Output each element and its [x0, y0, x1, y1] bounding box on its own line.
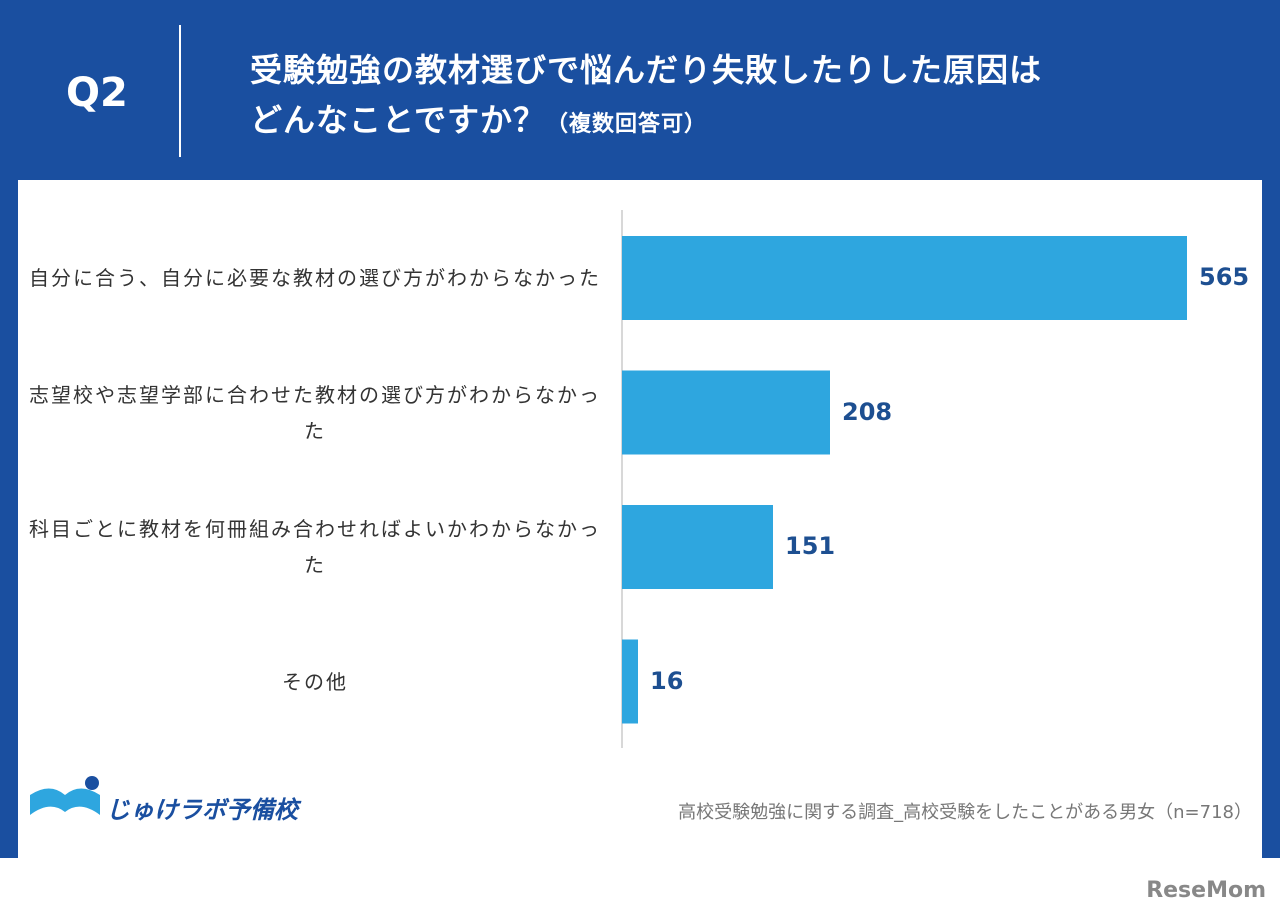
logo-text: じゅけラボ予備校: [106, 796, 298, 824]
bar: [622, 236, 1187, 320]
value-label: 151: [785, 532, 836, 560]
chart-title-line: どんなことですか？（複数回答可）: [250, 95, 707, 141]
question-number: Q2: [66, 70, 128, 116]
title-line2: どんなことですか？: [250, 101, 547, 139]
bar: [622, 639, 638, 724]
category-label: 自分に合う、自分に必要な教材の選び方がわからなかった: [29, 266, 601, 290]
watermark: ReseMom: [1146, 878, 1266, 903]
logo-icon: [30, 776, 100, 815]
category-label: 志望校や志望学部に合わせた教材の選び方がわからなかった: [29, 382, 601, 443]
bar: [622, 370, 830, 455]
value-label: 16: [650, 666, 684, 695]
chart-title: 受験勉強の教材選びで悩んだり失敗したりした原因は: [250, 51, 1043, 89]
divider: [179, 25, 181, 157]
category-label: その他: [282, 669, 348, 694]
subtitle: （複数回答可）: [546, 112, 708, 137]
value-label: 565: [1199, 263, 1250, 291]
category-label: 科目ごとに教材を何冊組み合わせればよいかわからなかった: [29, 517, 601, 577]
bar: [622, 505, 773, 589]
source-note: 高校受験勉強に関する調査_高校受験をしたことがある男女（n=718）: [678, 802, 1252, 823]
value-label: 208: [842, 397, 893, 426]
